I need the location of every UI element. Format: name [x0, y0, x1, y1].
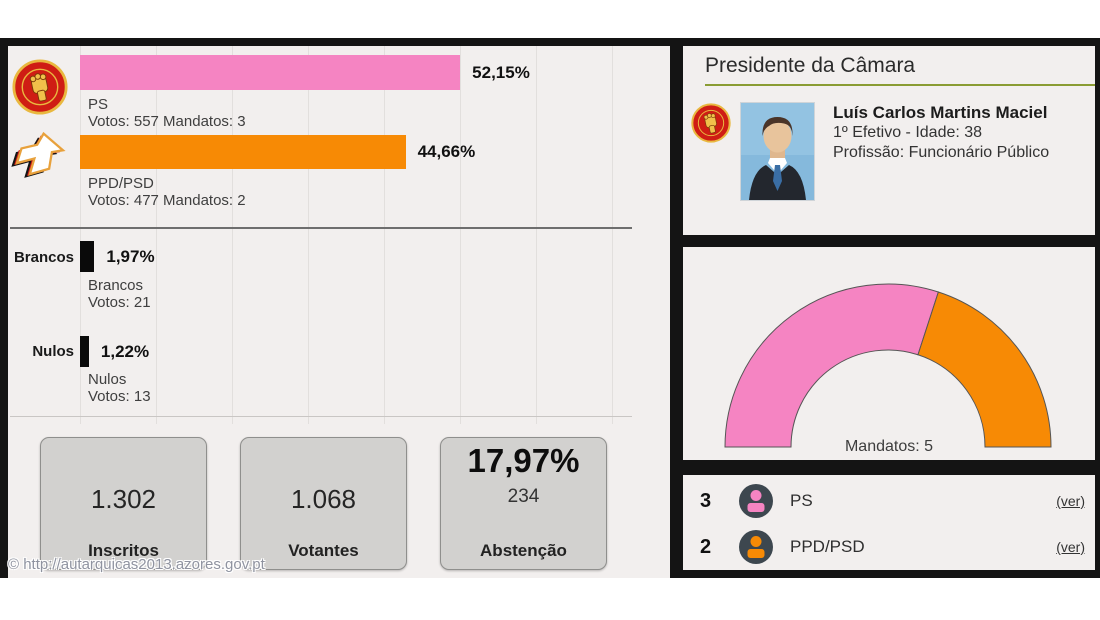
bar-brancos-percent: 1,97% — [106, 246, 155, 266]
nulos-side-label: Nulos — [32, 343, 74, 360]
ps-ver-link[interactable]: (ver) — [1056, 493, 1085, 509]
candidate-info: Luís Carlos Martins Maciel 1º Efetivo - … — [833, 103, 1063, 163]
mandate-row-psd: 2 PPD/PSD (ver) — [683, 527, 1095, 567]
results-chart-panel: 52,15% PS Votos: 557 Mandatos: 3 44,66% … — [8, 46, 670, 578]
psd-ver-link[interactable]: (ver) — [1056, 539, 1085, 555]
bar-nulos-name: Nulos — [88, 371, 127, 388]
bar-psd-caption: PPD/PSD Votos: 477 Mandatos: 2 — [88, 175, 246, 209]
ps-person-icon — [739, 484, 773, 518]
votantes-label: Votantes — [288, 541, 359, 560]
section-divider — [10, 227, 632, 229]
source-watermark: © http://autarquicas2013.azores.gov.pt — [8, 556, 265, 573]
mandates-donut-card: Mandatos: 5 — [683, 247, 1095, 460]
bar-brancos-name: Brancos — [88, 277, 144, 294]
ps-party-logo-icon — [12, 59, 68, 115]
mandates-donut-chart — [724, 283, 1052, 448]
psd-person-icon — [739, 530, 773, 564]
inscritos-value: 1.302 — [90, 484, 157, 514]
abstencao-count: 234 — [507, 486, 540, 507]
votantes-box: 1.068 Votantes — [240, 437, 407, 570]
bar-brancos — [80, 241, 95, 272]
bar-psd-votes: Votos: 477 Mandatos: 2 — [88, 192, 246, 209]
president-card-title: Presidente da Câmara — [705, 54, 1095, 86]
bar-row-brancos: 1,97% — [80, 241, 660, 272]
bar-nulos-votes: Votos: 13 — [88, 388, 151, 405]
ps-mandate-count: 3 — [700, 489, 712, 512]
ps-party-label: PS — [790, 491, 813, 510]
psd-mandate-count: 2 — [700, 535, 712, 558]
bar-row-psd: 44,66% — [80, 135, 660, 169]
bar-psd-name: PPD/PSD — [88, 175, 154, 192]
bar-nulos-caption: Nulos Votos: 13 — [88, 371, 151, 405]
candidate-profession: Profissão: Funcionário Público — [833, 144, 1050, 161]
bar-row-nulos: 1,22% — [80, 336, 660, 367]
bar-psd — [80, 135, 406, 169]
bar-ps-votes: Votos: 557 Mandatos: 3 — [88, 113, 246, 130]
bar-nulos — [80, 336, 89, 367]
mandates-total-label: Mandatos: 5 — [844, 438, 934, 455]
mandates-list-card: 3 PS (ver) 2 PPD/PSD (ver) — [683, 475, 1095, 570]
bar-ps-percent: 52,15% — [472, 62, 530, 82]
inscritos-box: 1.302 Inscritos — [40, 437, 207, 570]
candidate-name: Luís Carlos Martins Maciel — [833, 103, 1048, 122]
inscritos-label: Inscritos — [88, 541, 159, 560]
psd-party-label: PPD/PSD — [790, 537, 865, 556]
mandate-row-ps: 3 PS (ver) — [683, 481, 1095, 521]
bar-nulos-percent: 1,22% — [100, 341, 150, 361]
ps-party-logo-small-icon — [691, 103, 731, 143]
bar-ps-caption: PS Votos: 557 Mandatos: 3 — [88, 96, 246, 130]
brancos-side-label: Brancos — [13, 249, 74, 266]
candidate-position-age: 1º Efetivo - Idade: 38 — [833, 124, 983, 141]
bar-psd-percent: 44,66% — [417, 142, 476, 161]
abstencao-label: Abstenção — [480, 541, 567, 560]
bar-ps-name: PS — [88, 96, 109, 113]
president-card: Presidente da Câmara — [683, 46, 1095, 235]
bar-row-ps: 52,15% — [80, 55, 660, 90]
results-dashboard: 52,15% PS Votos: 557 Mandatos: 3 44,66% … — [0, 38, 1100, 578]
ppd-psd-party-logo-icon — [11, 131, 66, 178]
candidate-photo — [740, 102, 815, 201]
abstencao-box: 17,97% 234 Abstenção — [440, 437, 607, 570]
right-column: Presidente da Câmara — [675, 46, 1095, 578]
bar-brancos-caption: Brancos Votos: 21 — [88, 277, 151, 311]
chart-gridlines — [80, 46, 636, 424]
bar-ps — [80, 55, 461, 90]
abstencao-percent: 17,97% — [467, 442, 580, 479]
bar-brancos-votes: Votos: 21 — [88, 294, 151, 311]
votantes-value: 1.068 — [290, 484, 357, 514]
section-divider-light — [10, 416, 632, 417]
